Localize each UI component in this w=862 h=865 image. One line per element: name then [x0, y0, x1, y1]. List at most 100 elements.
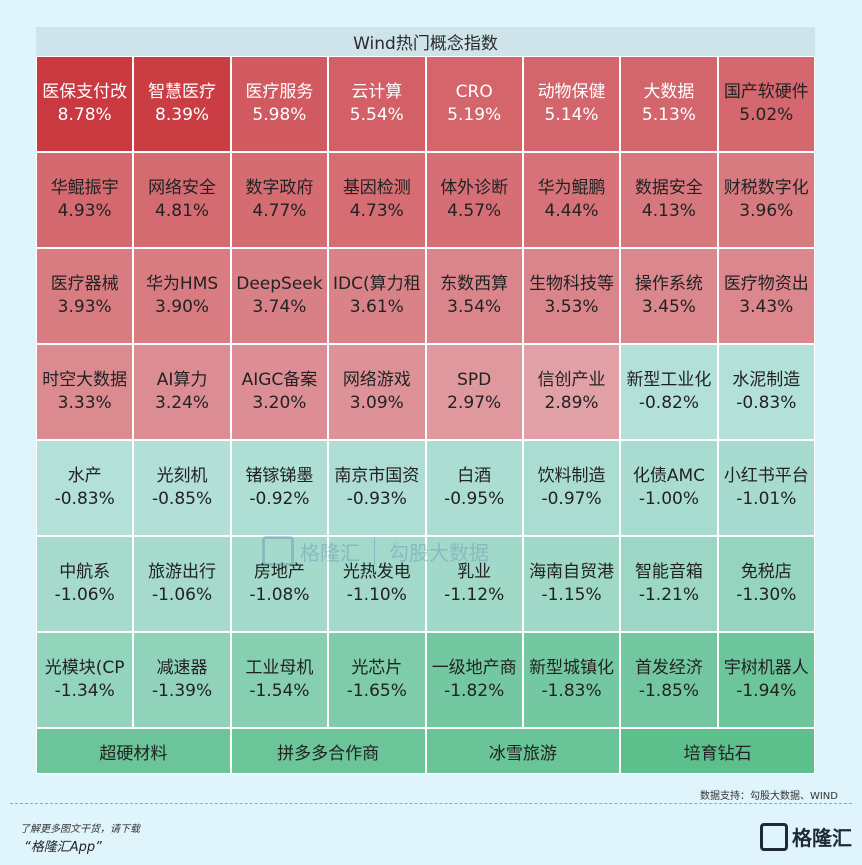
cell-name: 小红书平台: [723, 466, 809, 486]
heatmap-cell: 海南自贸港 -1.15%: [523, 537, 620, 631]
cell-value: -1.01%: [736, 489, 797, 509]
watermark-brand: 格隆汇: [300, 540, 360, 565]
heatmap-cell: 化债AMC -1.00%: [621, 441, 717, 535]
heatmap-cell: 乳业 -1.12%: [426, 537, 522, 631]
cell-name: 动物保健: [537, 82, 606, 102]
heatmap-cell: 水产 -0.83%: [37, 441, 133, 535]
cell-value: 5.54%: [349, 105, 404, 125]
heatmap-cell: 新型工业化 -0.82%: [621, 345, 717, 439]
heatmap-cell: 东数西算 3.54%: [426, 249, 522, 343]
cell-value: -0.97%: [541, 489, 602, 509]
watermark-divider: [374, 537, 375, 565]
cell-value: 3.90%: [155, 297, 210, 317]
heatmap-cell: 光热发电 -1.10%: [329, 537, 425, 631]
cell-name: 操作系统: [634, 274, 703, 294]
cell-name: AI算力: [156, 370, 208, 390]
heatmap-cell: 南京市国资 -0.93%: [329, 441, 425, 535]
cell-name: 生物科技等: [529, 274, 615, 294]
heatmap-cell: DeepSeek 3.74%: [231, 249, 328, 343]
cell-name: 数字政府: [245, 178, 314, 198]
cell-value: -1.85%: [638, 681, 699, 701]
cell-name: 体外诊断: [440, 178, 509, 198]
cell-value: -1.06%: [151, 585, 213, 605]
cell-name: 时空大数据: [42, 370, 128, 390]
heatmap-cell: 智慧医疗 8.39%: [134, 57, 230, 151]
heatmap-bottom-cell: 超硬材料: [37, 729, 230, 773]
heatmap-cell: AI算力 3.24%: [134, 345, 230, 439]
heatmap-cell: 工业母机 -1.54%: [231, 633, 328, 727]
heatmap-cell: 光刻机 -0.85%: [134, 441, 230, 535]
heatmap-cell: 大数据 5.13%: [621, 57, 717, 151]
cell-name: 减速器: [156, 658, 208, 678]
cell-value: 4.57%: [447, 201, 502, 221]
cell-name: 智能音箱: [634, 562, 703, 582]
heatmap-cell: CRO 5.19%: [426, 57, 522, 151]
heatmap-cell: 华为鲲鹏 4.44%: [523, 153, 620, 247]
brand-logo-icon: [760, 822, 788, 851]
heatmap-cell: 锗镓锑墨 -0.92%: [231, 441, 328, 535]
heatmap-cell: 国产软硬件 5.02%: [718, 57, 814, 151]
heatmap-board: Wind热门概念指数 医保支付改 8.78% 智慧医疗 8.39% 医疗服务 5.98% 云…: [36, 27, 815, 774]
cell-name: 东数西算: [440, 274, 509, 294]
cell-value: -0.82%: [638, 393, 699, 413]
heatmap-cell: 数据安全 4.13%: [621, 153, 717, 247]
cell-name: 医疗物资出: [723, 274, 809, 294]
cell-value: 8.78%: [57, 105, 112, 125]
cell-name: 云计算: [351, 82, 403, 102]
cell-value: 3.20%: [252, 393, 307, 413]
cell-name: 水产: [67, 466, 102, 486]
cell-value: -0.93%: [346, 489, 407, 509]
cell-name: 房地产: [253, 562, 305, 582]
heatmap-cell: IDC(算力租 3.61%: [329, 249, 425, 343]
cell-value: 3.09%: [349, 393, 404, 413]
cell-value: 3.43%: [739, 297, 794, 317]
cell-name: 医疗器械: [50, 274, 119, 294]
heatmap-cell: 房地产 -1.08%: [231, 537, 328, 631]
heatmap-cell: 饮料制造 -0.97%: [523, 441, 620, 535]
cell-value: 4.44%: [544, 201, 599, 221]
cell-name: 免税店: [740, 562, 792, 582]
heatmap-cell: 一级地产商 -1.82%: [426, 633, 522, 727]
cell-value: 5.19%: [447, 105, 502, 125]
cell-name: 光热发电: [342, 562, 411, 582]
cell-name: 数据安全: [634, 178, 703, 198]
heatmap-cell: 水泥制造 -0.83%: [718, 345, 814, 439]
watermark-logo-icon: [262, 536, 294, 566]
cell-name: 新型工业化: [626, 370, 712, 390]
watermark-sub: 勾股大数据: [389, 540, 489, 565]
heatmap-cell: SPD 2.97%: [426, 345, 522, 439]
heatmap-cell: 华为HMS 3.90%: [134, 249, 230, 343]
heatmap-cell: 减速器 -1.39%: [134, 633, 230, 727]
cell-value: -1.10%: [346, 585, 407, 605]
cell-value: -1.15%: [541, 585, 602, 605]
cell-name: 国产软硬件: [723, 82, 809, 102]
data-source: 数据支持：勾股大数据、WIND: [699, 791, 838, 802]
cell-name: 大数据: [643, 82, 695, 102]
download-tip: 了解更多图文干货，请下载: [20, 824, 140, 835]
cell-value: 4.77%: [252, 201, 307, 221]
cell-name: DeepSeek: [236, 274, 323, 294]
cell-value: -1.30%: [736, 585, 797, 605]
cell-value: 3.53%: [544, 297, 599, 317]
cell-name: 光刻机: [156, 466, 208, 486]
cell-name: 化债AMC: [632, 466, 706, 486]
heatmap-cell: 智能音箱 -1.21%: [621, 537, 717, 631]
cell-name: 网络游戏: [342, 370, 411, 390]
chart-title: Wind热门概念指数: [36, 27, 815, 56]
cell-name: CRO: [455, 82, 493, 102]
cell-name: 华鲲振宇: [50, 178, 119, 198]
heatmap-cell: 网络安全 4.81%: [134, 153, 230, 247]
cell-value: 5.02%: [739, 105, 794, 125]
cell-value: 4.93%: [57, 201, 112, 221]
cell-value: -1.12%: [444, 585, 505, 605]
heatmap-cell: 体外诊断 4.57%: [426, 153, 522, 247]
cell-value: 3.93%: [57, 297, 112, 317]
cell-value: -1.82%: [444, 681, 505, 701]
heatmap-cell: 新型城镇化 -1.83%: [523, 633, 620, 727]
cell-name: 首发经济: [634, 658, 703, 678]
cell-value: 3.61%: [349, 297, 404, 317]
cell-value: 8.39%: [155, 105, 210, 125]
cell-value: 3.45%: [641, 297, 696, 317]
cell-name: 医保支付改: [42, 82, 128, 102]
cell-value: -1.54%: [249, 681, 310, 701]
